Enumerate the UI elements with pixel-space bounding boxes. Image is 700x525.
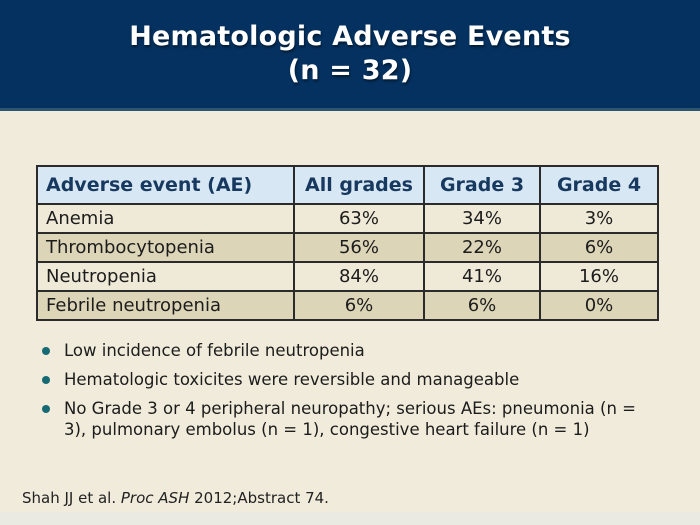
- citation-reference: 2012;Abstract 74.: [189, 489, 329, 507]
- table-cell-value: 56%: [293, 232, 425, 263]
- table-cell-value: 6%: [539, 232, 659, 263]
- citation-authors: Shah JJ et al.: [22, 489, 121, 507]
- table-cell-value: 6%: [423, 290, 541, 321]
- table-cell-ae-name: Neutropenia: [36, 261, 295, 292]
- table-cell-value: 41%: [423, 261, 541, 292]
- column-header-all-grades: All grades: [293, 165, 425, 205]
- bullet-text: Hematologic toxicites were reversible an…: [64, 370, 520, 389]
- table-cell-value: 22%: [423, 232, 541, 263]
- table-cell-value: 34%: [423, 203, 541, 234]
- column-header-grade-3: Grade 3: [423, 165, 541, 205]
- bullet-icon: [42, 347, 50, 355]
- table-row-anemia: Anemia 63% 34% 3%: [36, 203, 659, 234]
- title-band: Hematologic Adverse Events (n = 32): [0, 0, 700, 111]
- table-cell-value: 6%: [293, 290, 425, 321]
- column-header-grade-4: Grade 4: [539, 165, 659, 205]
- table-row-neutropenia: Neutropenia 84% 41% 16%: [36, 261, 659, 292]
- column-header-adverse-event: Adverse event (AE): [36, 165, 295, 205]
- bullet-icon: [42, 376, 50, 384]
- slide-title-line-2: (n = 32): [287, 55, 413, 86]
- table-cell-value: 0%: [539, 290, 659, 321]
- adverse-events-table: Adverse event (AE) All grades Grade 3 Gr…: [36, 165, 659, 321]
- table-cell-value: 3%: [539, 203, 659, 234]
- table-cell-ae-name: Febrile neutropenia: [36, 290, 295, 321]
- table-header-row: Adverse event (AE) All grades Grade 3 Gr…: [36, 165, 659, 205]
- bullet-item: Hematologic toxicites were reversible an…: [40, 369, 652, 390]
- bullet-icon: [42, 405, 50, 413]
- table-cell-value: 84%: [293, 261, 425, 292]
- citation-journal: Proc ASH: [120, 489, 190, 507]
- citation: Shah JJ et al. Proc ASH 2012;Abstract 74…: [22, 489, 329, 507]
- table-cell-value: 63%: [293, 203, 425, 234]
- table-row-febrile-neutropenia: Febrile neutropenia 6% 6% 0%: [36, 290, 659, 321]
- bullet-text: No Grade 3 or 4 peripheral neuropathy; s…: [64, 399, 636, 439]
- bottom-strip: [0, 512, 700, 525]
- bullet-text: Low incidence of febrile neutropenia: [64, 341, 365, 360]
- table-cell-ae-name: Anemia: [36, 203, 295, 234]
- table-row-thrombocytopenia: Thrombocytopenia 56% 22% 6%: [36, 232, 659, 263]
- table-cell-value: 16%: [539, 261, 659, 292]
- slide-title-line-1: Hematologic Adverse Events: [129, 21, 571, 52]
- bullet-item: Low incidence of febrile neutropenia: [40, 340, 652, 361]
- table-cell-ae-name: Thrombocytopenia: [36, 232, 295, 263]
- bullet-list: Low incidence of febrile neutropenia Hem…: [40, 340, 652, 448]
- bullet-item: No Grade 3 or 4 peripheral neuropathy; s…: [40, 398, 652, 440]
